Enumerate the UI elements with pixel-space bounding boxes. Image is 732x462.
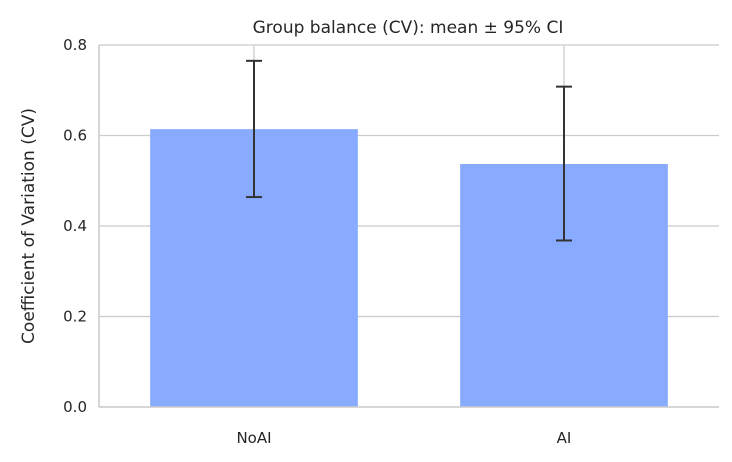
error-bar-ai: [556, 85, 572, 242]
y-tick-label: 0.0: [63, 398, 87, 416]
x-tick-label: AI: [557, 429, 572, 447]
y-axis-label: Coefficient of Variation (CV): [19, 108, 39, 344]
bars: [150, 129, 668, 408]
chart-title: Group balance (CV): mean ± 95% CI: [253, 18, 564, 38]
y-tick-labels: 0.0 0.2 0.4 0.6 0.8: [63, 36, 87, 416]
y-tick-label: 0.6: [63, 127, 87, 145]
x-tick-label: NoAI: [236, 429, 271, 447]
error-bars: [246, 59, 572, 242]
x-tick-labels: NoAI AI: [236, 429, 571, 447]
y-tick-label: 0.4: [63, 217, 87, 235]
axes: [98, 45, 719, 408]
error-bar-noai: [246, 59, 262, 199]
y-tick-label: 0.2: [63, 308, 87, 326]
y-tick-label: 0.8: [63, 36, 87, 54]
